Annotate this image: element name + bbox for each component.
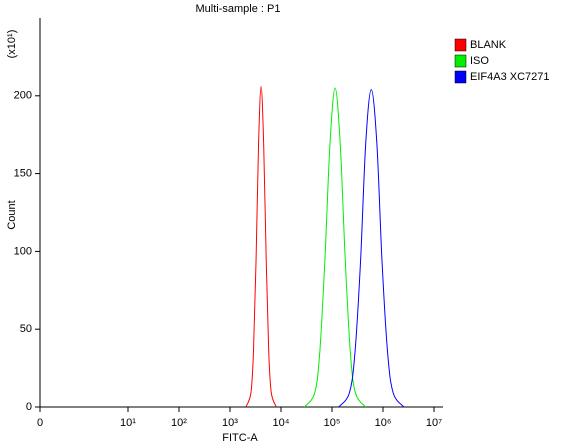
histogram-line <box>245 85 277 408</box>
chart-title: Multi-sample : P1 <box>196 3 281 15</box>
legend-label: ISO <box>470 55 489 67</box>
histogram-line <box>304 87 367 408</box>
x-tick-label: 10⁷ <box>426 417 442 429</box>
legend-swatch <box>454 54 467 68</box>
x-tick-label: 10⁵ <box>324 417 341 429</box>
x-axis-label: FITC-A <box>222 432 258 444</box>
legend-swatch <box>454 70 467 84</box>
y-tick-label: 0 <box>26 401 32 413</box>
legend-label: BLANK <box>470 39 507 51</box>
x-tick-label: 10⁶ <box>375 417 392 429</box>
histogram-line <box>338 89 405 408</box>
y-tick-label: 100 <box>14 245 32 257</box>
x-tick-label: 10³ <box>222 417 238 429</box>
x-tick-label: 10² <box>171 417 187 429</box>
x-tick-label: 10⁴ <box>273 417 290 429</box>
legend-label: EIF4A3 XC7271 <box>470 71 550 83</box>
legend-swatch <box>454 38 467 52</box>
y-tick-label: 150 <box>14 168 32 180</box>
x-tick-label: 0 <box>37 417 43 429</box>
x-tick-label: 10¹ <box>120 417 136 429</box>
y-multiplier: (x10¹) <box>6 30 18 59</box>
y-axis-label: Count <box>6 200 18 229</box>
y-tick-label: 200 <box>14 90 32 102</box>
y-tick-label: 50 <box>20 323 32 335</box>
